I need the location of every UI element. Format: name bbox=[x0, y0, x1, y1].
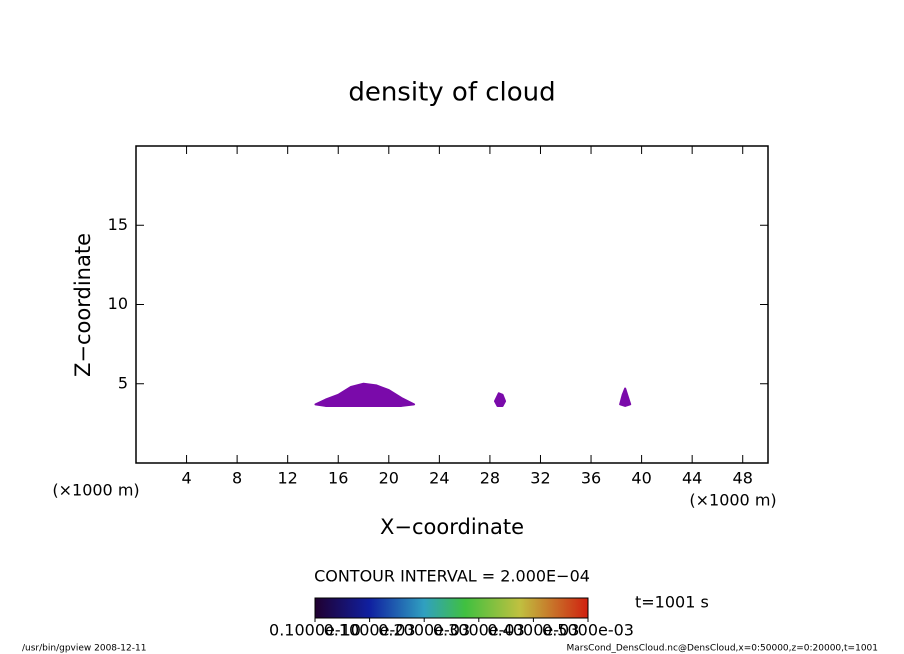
x-tick-label: 32 bbox=[530, 469, 550, 488]
x-tick-label: 48 bbox=[733, 469, 753, 488]
contour-interval: CONTOUR INTERVAL = 2.000E−04 bbox=[314, 567, 590, 586]
footer-right: MarsCond_DensCloud.nc@DensCloud,x=0:5000… bbox=[567, 644, 879, 654]
x-tick-label: 28 bbox=[480, 469, 500, 488]
colorbar-tick-label: 0.5000e-03 bbox=[542, 621, 634, 640]
cloud-region bbox=[619, 387, 632, 407]
chart-title: density of cloud bbox=[348, 78, 555, 108]
colorbar-tick-label: 0.3000e-03 bbox=[433, 621, 525, 640]
y-tick-label: 5 bbox=[118, 373, 128, 392]
colorbar-tick-label: 0.4000e-03 bbox=[487, 621, 579, 640]
y-tick-label: 15 bbox=[108, 215, 128, 234]
x-tick-label: 36 bbox=[581, 469, 601, 488]
colorbar bbox=[314, 597, 589, 619]
y-unit: (×1000 m) bbox=[52, 481, 139, 500]
colorbar-tick-label: 0.1000e-10 bbox=[269, 621, 361, 640]
x-tick-label: 24 bbox=[429, 469, 449, 488]
colorbar-tick-label: 0.2000e-03 bbox=[378, 621, 470, 640]
x-tick-label: 16 bbox=[328, 469, 348, 488]
colorbar-tick-label: 0.1000e-03 bbox=[324, 621, 416, 640]
x-tick-label: 4 bbox=[181, 469, 191, 488]
x-axis-label: X−coordinate bbox=[380, 515, 524, 539]
x-tick-label: 40 bbox=[631, 469, 651, 488]
time-label: t=1001 s bbox=[635, 593, 709, 612]
y-axis-label: Z−coordinate bbox=[71, 233, 95, 377]
x-tick-label: 12 bbox=[278, 469, 298, 488]
cloud-region bbox=[493, 392, 507, 407]
x-tick-label: 44 bbox=[682, 469, 702, 488]
footer-left: /usr/bin/gpview 2008-12-11 bbox=[22, 644, 146, 654]
x-tick-label: 8 bbox=[232, 469, 242, 488]
x-tick-label: 20 bbox=[379, 469, 399, 488]
y-tick-label: 10 bbox=[108, 294, 128, 313]
plot-frame bbox=[135, 145, 769, 464]
x-unit: (×1000 m) bbox=[689, 491, 776, 510]
cloud-region bbox=[314, 382, 416, 407]
